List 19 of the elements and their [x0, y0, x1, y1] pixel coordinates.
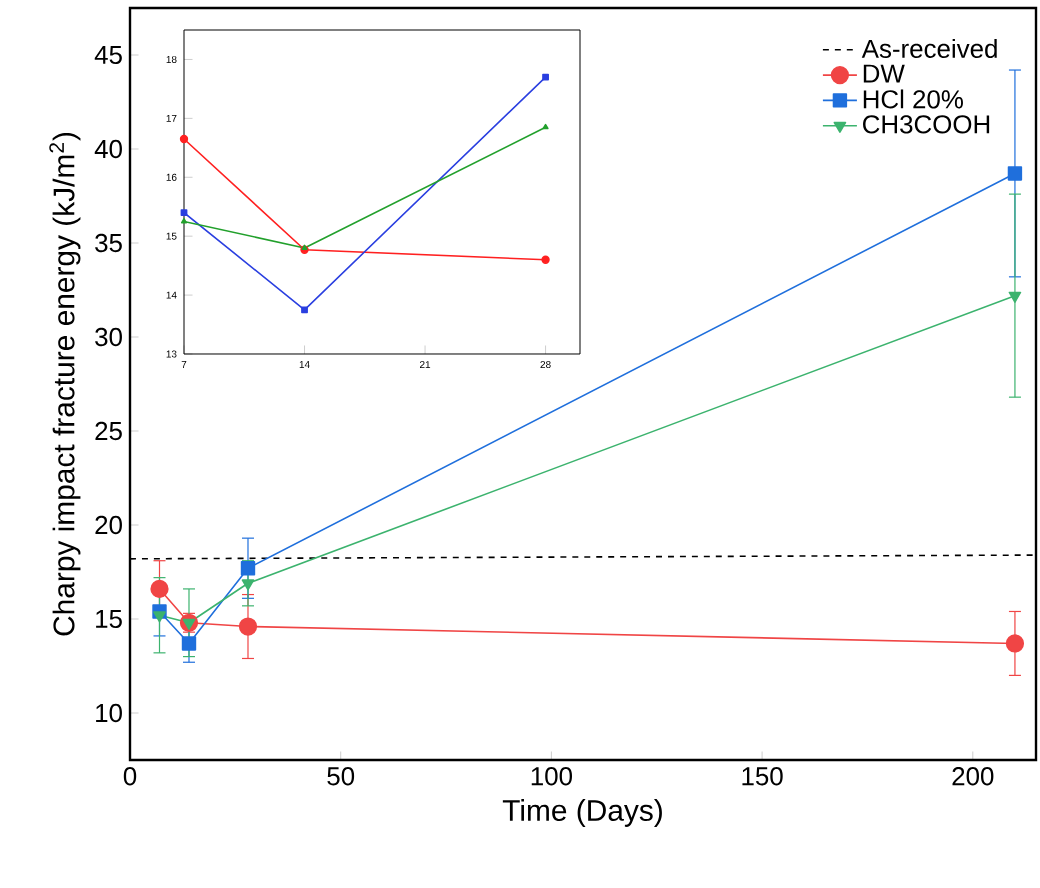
legend-label: CH3COOH — [863, 115, 990, 134]
x-tick-label: 50 — [327, 767, 355, 786]
y-tick-label: 15 — [96, 609, 122, 629]
y-tick-label: 20 — [95, 515, 122, 535]
legend-label: As-received — [861, 38, 997, 58]
legend-label: HCl 20% — [863, 89, 963, 109]
x-tick-label: 150 — [742, 767, 783, 786]
y-tick-label: 40 — [94, 139, 122, 159]
y-axis-title: Charpy impact fracture energy (kJ/m$^{2}$) — [49, 132, 81, 636]
x-tick-label: 200 — [952, 767, 994, 786]
y-tick-label: 30 — [95, 327, 122, 347]
x-axis-title: Time (Days) — [502, 799, 662, 827]
y-tick-label: 10 — [96, 703, 122, 723]
legend-label: DW — [863, 64, 905, 83]
y-tick-label: 45 — [94, 45, 122, 65]
x-tick-label: 100 — [531, 767, 572, 786]
y-tick-label: 25 — [95, 421, 122, 441]
x-tick-label: 0 — [123, 767, 137, 786]
y-tick-label: 35 — [95, 233, 122, 253]
